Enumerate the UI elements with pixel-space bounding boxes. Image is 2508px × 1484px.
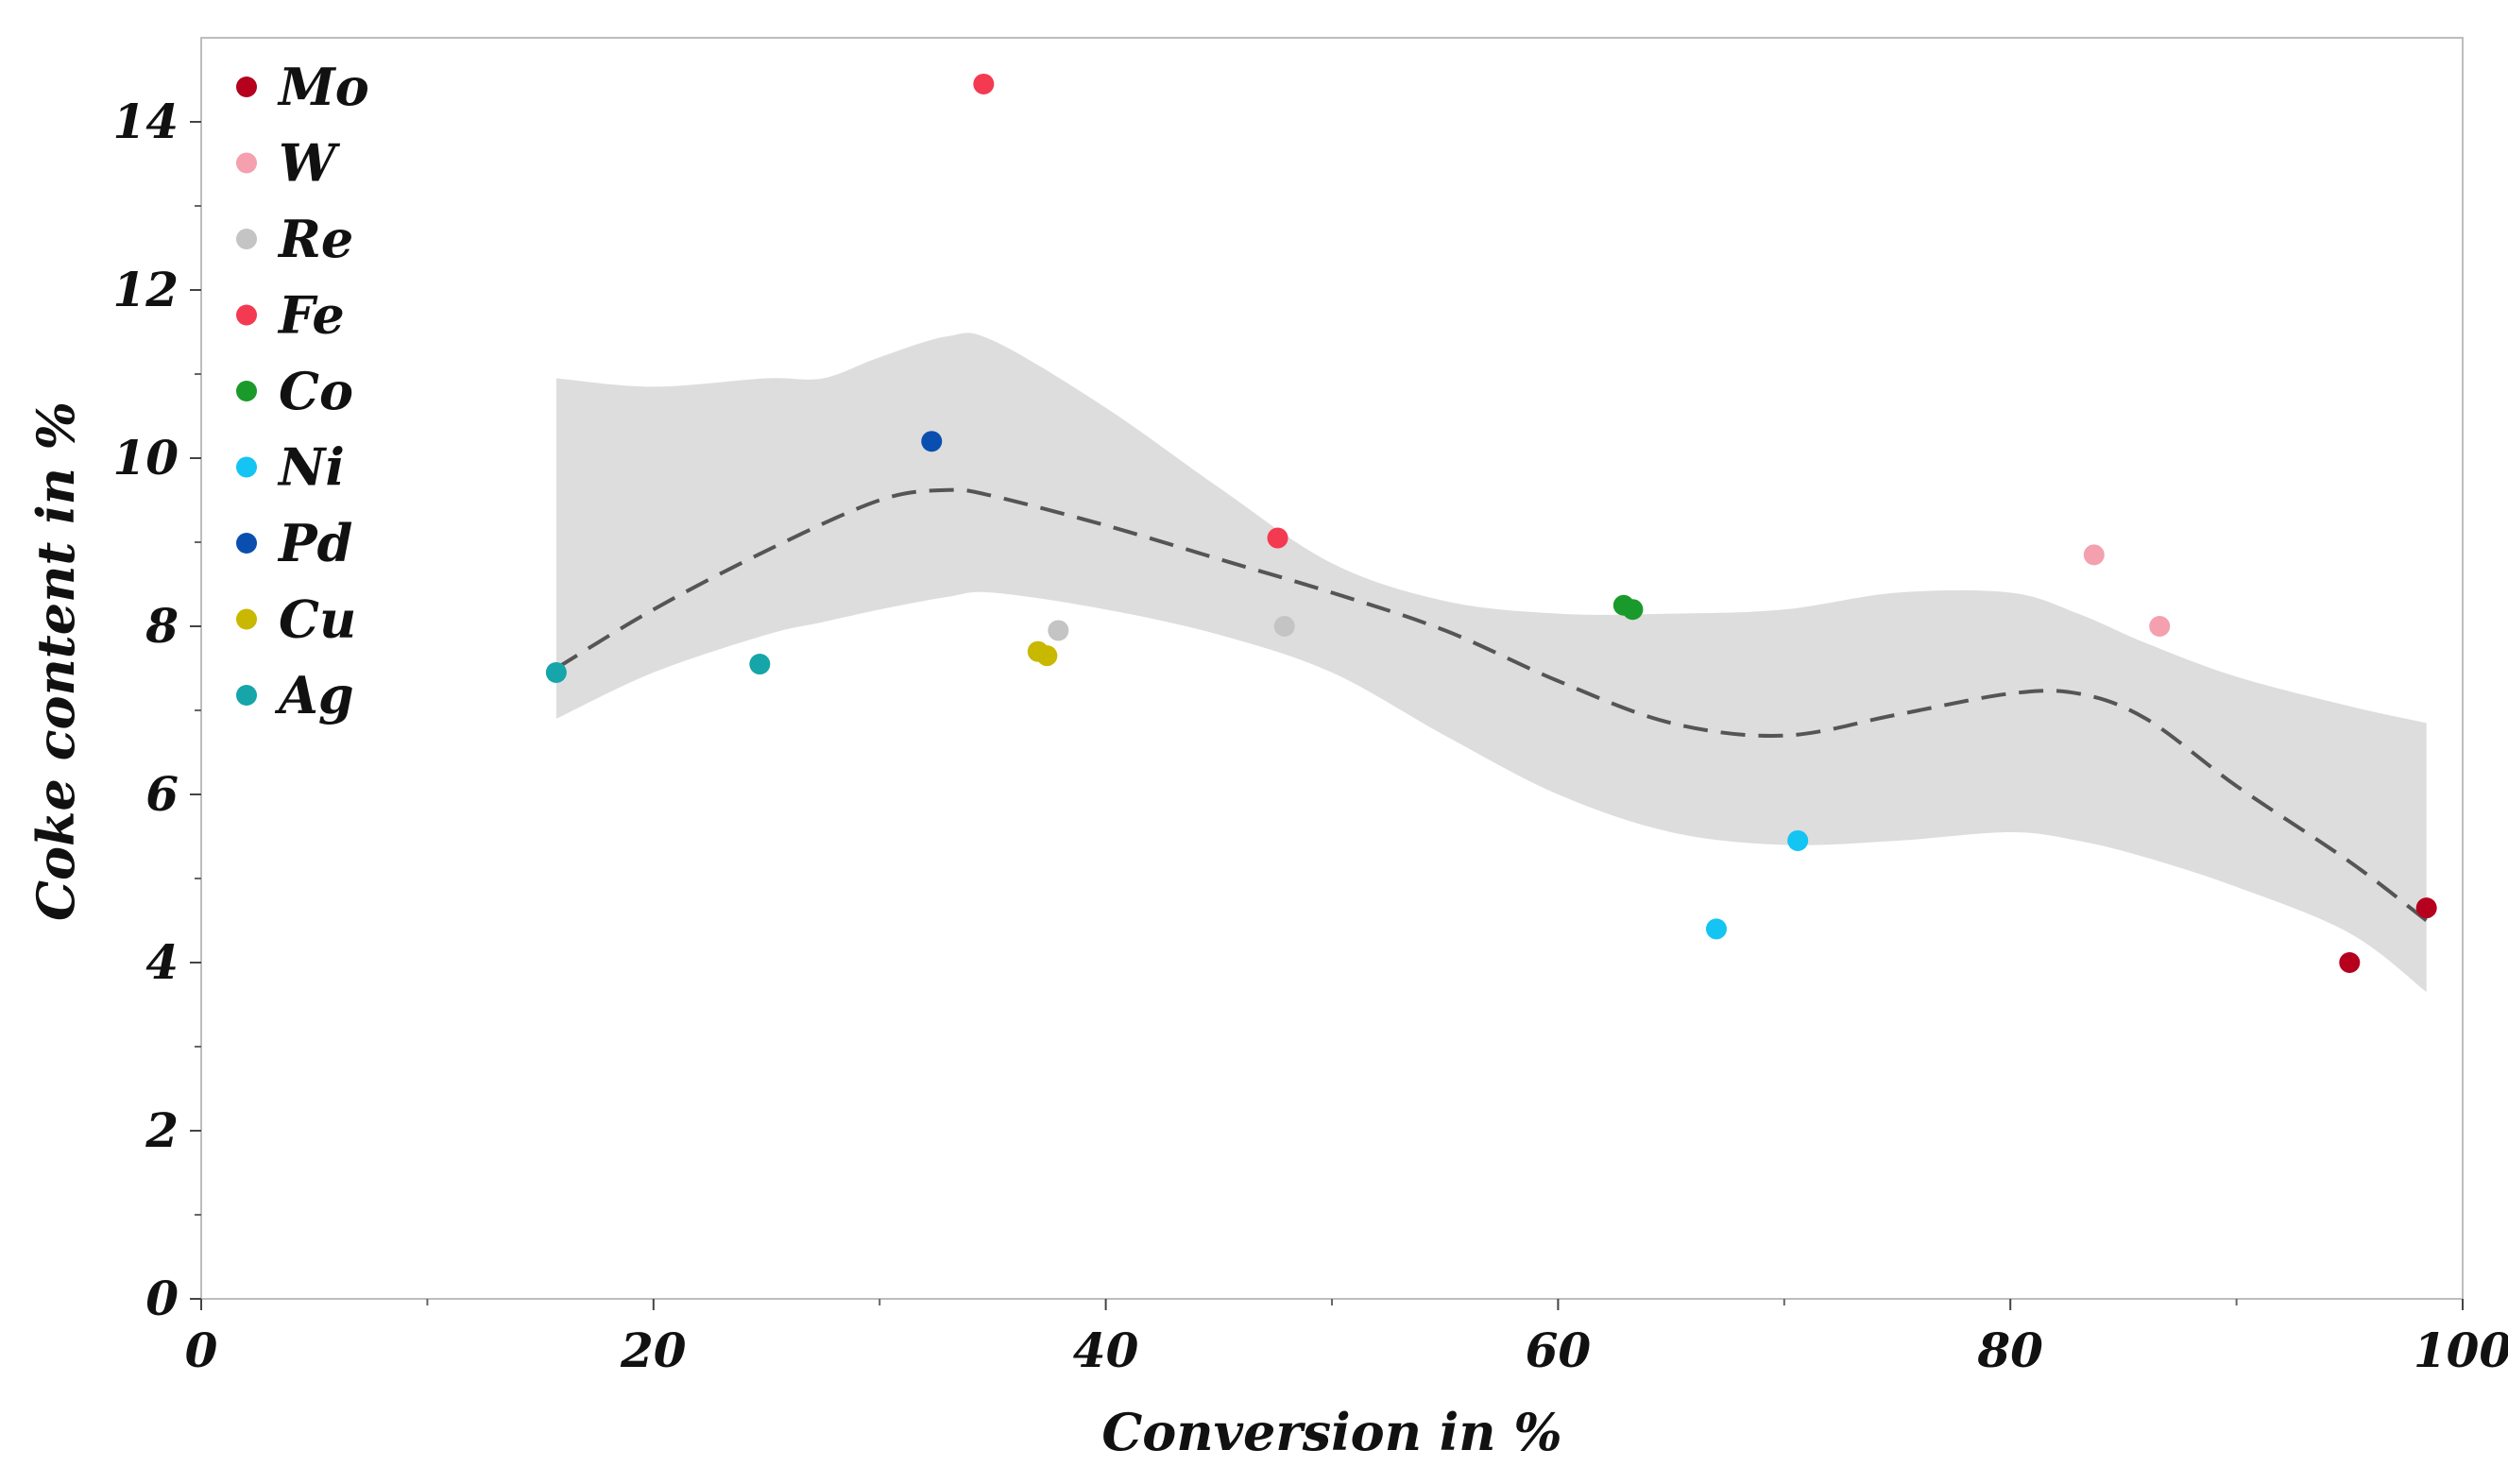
data-point-ni (1705, 918, 1727, 940)
data-point-ni (1787, 829, 1809, 851)
axes: 0 20 40 60 80 100 0 2 4 6 8 10 12 14 (112, 94, 2508, 1378)
legend-marker-cu (236, 608, 257, 630)
y-tick-label: 12 (112, 262, 179, 317)
y-tick-label: 0 (145, 1271, 179, 1326)
trend-line-layer (554, 487, 2428, 923)
data-point-w (2149, 616, 2171, 637)
legend-label-cu: Cu (279, 589, 356, 650)
x-tick-label: 0 (185, 1322, 218, 1378)
data-point-ag (545, 661, 567, 683)
legend-label-ag: Ag (274, 665, 354, 725)
y-tick-label: 2 (145, 1102, 179, 1158)
legend-marker-ni (236, 456, 257, 478)
data-points (545, 73, 2437, 973)
x-tick-label: 60 (1526, 1322, 1592, 1378)
legend-marker-fe (236, 304, 257, 326)
data-point-re (1273, 616, 1295, 637)
legend-label-pd: Pd (277, 513, 352, 573)
confidence-band (555, 333, 2427, 993)
x-tick-label: 40 (1073, 1322, 1139, 1378)
legend-marker-pd (236, 533, 257, 554)
legend-marker-ag (236, 685, 257, 706)
data-point-w (2083, 544, 2105, 566)
legend-marker-re (236, 229, 257, 249)
legend: Mo W Re Fe Co Ni Pd Cu Ag (236, 57, 369, 725)
legend-label-w: W (279, 133, 341, 194)
y-tick-label: 8 (145, 598, 179, 654)
confidence-band-layer (555, 333, 2427, 993)
y-tick-label: 14 (112, 94, 179, 149)
legend-label-co: Co (279, 361, 353, 421)
y-tick-label: 6 (145, 766, 179, 822)
trend-line (554, 487, 2428, 923)
data-point-fe (973, 73, 995, 94)
data-point-co (1622, 599, 1644, 621)
data-point-fe (1267, 527, 1288, 549)
legend-label-mo: Mo (277, 57, 369, 117)
data-point-mo (2339, 952, 2361, 973)
x-tick-label: 20 (620, 1322, 687, 1378)
legend-marker-w (236, 152, 257, 174)
y-tick-label: 10 (112, 430, 179, 486)
legend-label-fe: Fe (277, 285, 345, 346)
y-tick-label: 4 (145, 934, 179, 990)
data-point-re (1048, 620, 1069, 641)
data-point-ag (749, 654, 771, 675)
x-tick-label: 100 (2414, 1322, 2508, 1378)
data-point-mo (2415, 897, 2437, 919)
legend-label-re: Re (277, 209, 353, 269)
x-tick-label: 80 (1976, 1322, 2043, 1378)
x-axis-title: Conversion in % (1101, 1402, 1561, 1462)
legend-label-ni: Ni (277, 437, 345, 498)
data-point-pd (921, 431, 943, 452)
data-point-cu (1036, 645, 1058, 667)
legend-marker-co (236, 381, 257, 401)
legend-marker-mo (236, 77, 257, 97)
y-axis-title: Coke content in % (26, 401, 86, 921)
